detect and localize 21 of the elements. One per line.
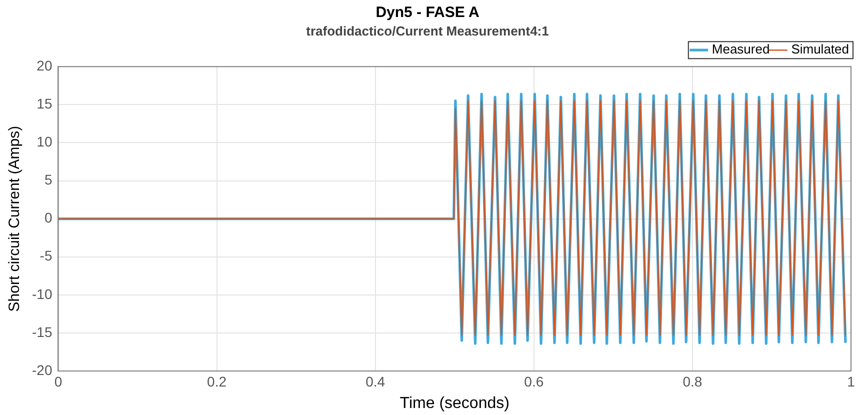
y-axis-title: Short circuit Current (Amps)	[6, 126, 24, 312]
y-tick-label: -5	[40, 248, 52, 264]
x-axis-title: Time (seconds)	[400, 394, 510, 412]
y-tick-label: 5	[44, 172, 52, 188]
y-tick-label: 15	[36, 96, 52, 112]
chart-subtitle: trafodidactico/Current Measurement4:1	[306, 23, 549, 38]
legend-label: Measured	[712, 42, 770, 57]
y-tick-label: 10	[36, 134, 52, 150]
x-tick-label: 0.2	[207, 373, 227, 390]
x-tick-label: 0.6	[524, 373, 544, 390]
y-tick-label: 20	[36, 57, 52, 74]
y-tick-label: 0	[44, 210, 52, 226]
y-tick-label: -15	[32, 324, 52, 340]
x-tick-label: 0.8	[682, 373, 702, 390]
y-tick-label: -10	[32, 286, 52, 302]
chart-title: Dyn5 - FASE A	[376, 4, 480, 22]
x-tick-label: 0	[54, 373, 62, 390]
x-tick-label: 0.4	[366, 373, 386, 390]
x-tick-label: 1	[847, 373, 856, 390]
legend-label: Simulated	[791, 42, 850, 57]
y-tick-label: -20	[32, 362, 52, 378]
